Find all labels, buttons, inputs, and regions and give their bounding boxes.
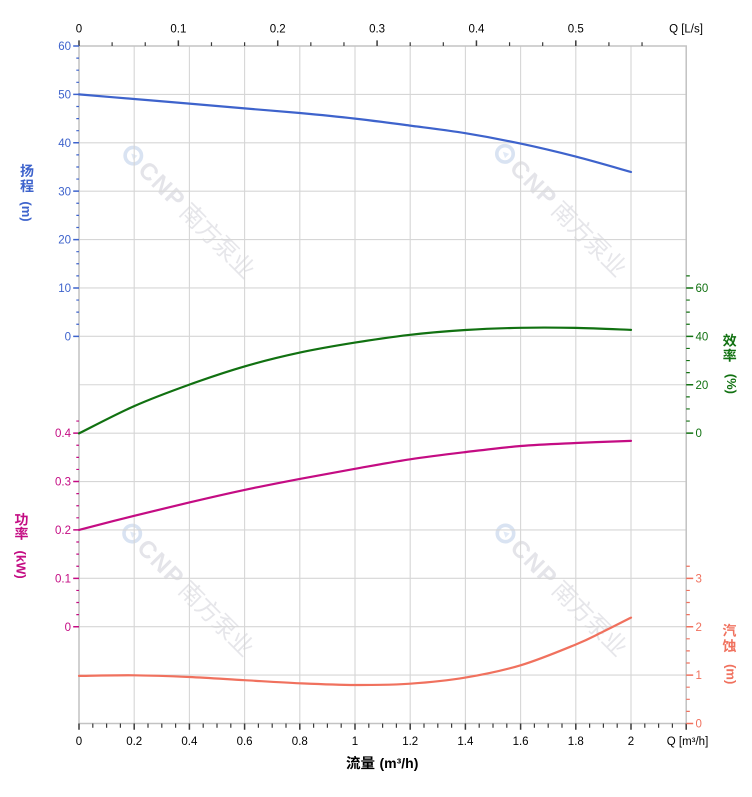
svg-text:(kW): (kW) (14, 551, 29, 579)
svg-text:0.3: 0.3 (55, 477, 71, 489)
svg-text:2: 2 (696, 622, 702, 634)
svg-text:20: 20 (58, 235, 71, 247)
svg-text:0.1: 0.1 (170, 24, 186, 36)
svg-text:1.2: 1.2 (402, 736, 418, 748)
svg-text:Q [m³/h]: Q [m³/h] (667, 736, 709, 748)
svg-text:0: 0 (696, 719, 702, 731)
svg-text:1.4: 1.4 (457, 736, 474, 748)
svg-text:0.3: 0.3 (369, 24, 385, 36)
svg-text:0: 0 (65, 622, 71, 634)
svg-text:0: 0 (65, 331, 71, 343)
svg-text:(m³/h): (m³/h) (380, 755, 419, 771)
svg-text:1: 1 (696, 670, 702, 682)
svg-text:50: 50 (58, 89, 71, 101)
svg-text:0: 0 (76, 736, 82, 748)
svg-text:Q [L/s]: Q [L/s] (669, 24, 703, 36)
svg-text:(m): (m) (724, 664, 739, 684)
svg-text:0.4: 0.4 (55, 428, 72, 440)
svg-text:1.8: 1.8 (568, 736, 584, 748)
svg-text:3: 3 (696, 573, 702, 585)
svg-text:0.6: 0.6 (237, 736, 253, 748)
svg-text:1.6: 1.6 (513, 736, 529, 748)
svg-text:0.4: 0.4 (468, 24, 485, 36)
svg-text:0.2: 0.2 (55, 525, 71, 537)
svg-text:60: 60 (58, 41, 71, 53)
svg-text:40: 40 (58, 138, 71, 150)
svg-text:0.4: 0.4 (181, 736, 198, 748)
svg-text:0.1: 0.1 (55, 573, 71, 585)
svg-text:0: 0 (696, 428, 702, 440)
svg-text:60: 60 (696, 283, 709, 295)
svg-text:40: 40 (696, 331, 709, 343)
svg-text:(m): (m) (19, 201, 34, 221)
svg-text:0.5: 0.5 (568, 24, 584, 36)
svg-text:(%): (%) (724, 374, 739, 394)
svg-text:10: 10 (58, 283, 71, 295)
svg-text:30: 30 (58, 186, 71, 198)
svg-text:20: 20 (696, 380, 709, 392)
svg-text:0.2: 0.2 (270, 24, 286, 36)
svg-text:0.2: 0.2 (126, 736, 142, 748)
svg-text:1: 1 (352, 736, 358, 748)
svg-text:2: 2 (628, 736, 634, 748)
svg-text:0.8: 0.8 (292, 736, 308, 748)
svg-text:0: 0 (76, 24, 82, 36)
